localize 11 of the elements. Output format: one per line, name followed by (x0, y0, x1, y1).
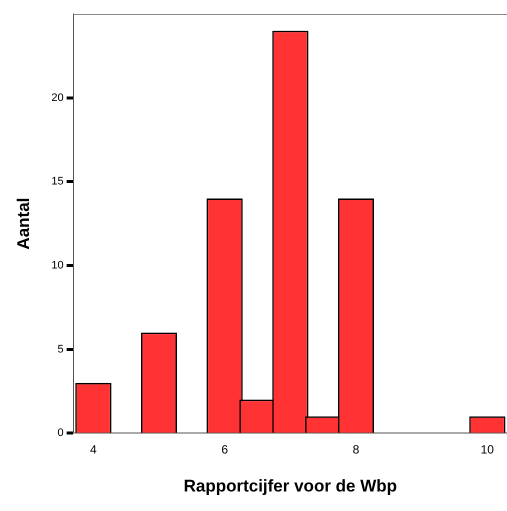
x-tick-label: 8 (352, 442, 360, 457)
y-tick-label: 5 (58, 343, 64, 356)
x-tick-label: 4 (90, 442, 97, 457)
y-tick-label: 0 (58, 427, 64, 440)
x-axis-title: Rapportcijfer voor de Wbp (184, 476, 398, 496)
y-tick-label: 10 (51, 260, 64, 272)
y-tick-label: 20 (51, 92, 64, 104)
x-tick-label: 10 (480, 442, 494, 457)
x-tick-label: 6 (221, 442, 228, 457)
y-axis-title: Aantal (14, 198, 33, 250)
y-tick-label: 15 (51, 176, 64, 188)
